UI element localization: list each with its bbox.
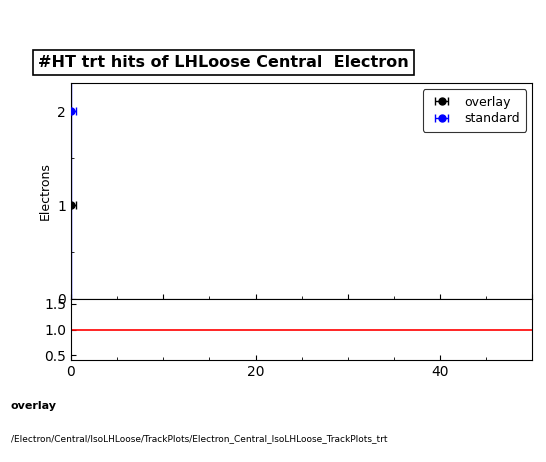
Text: overlay: overlay [11,401,57,411]
Text: #HT trt hits of LHLoose Central  Electron: #HT trt hits of LHLoose Central Electron [38,55,409,70]
Text: /Electron/Central/IsoLHLoose/TrackPlots/Electron_Central_IsoLHLoose_TrackPlots_t: /Electron/Central/IsoLHLoose/TrackPlots/… [11,434,388,443]
Legend: overlay, standard: overlay, standard [423,90,526,132]
Y-axis label: Electrons: Electrons [39,162,52,220]
